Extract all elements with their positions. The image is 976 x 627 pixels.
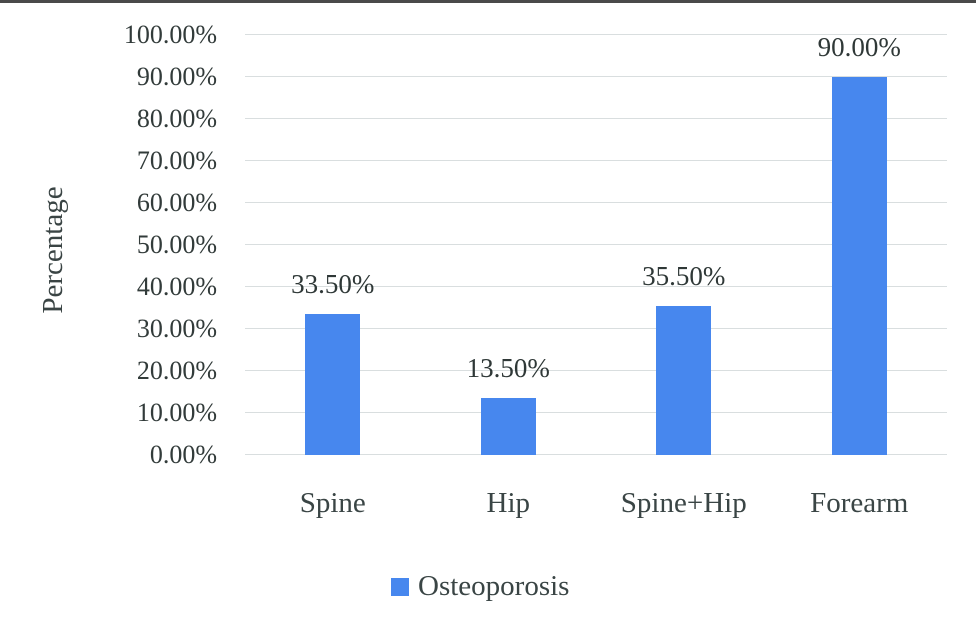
bar-spine-hip (656, 305, 712, 455)
gridline (245, 370, 947, 371)
y-tick-label: 30.00% (136, 314, 217, 343)
y-tick-label: 70.00% (136, 146, 217, 175)
legend-swatch-icon (391, 577, 409, 596)
y-axis-tick-labels: 0.00% 10.00% 20.00% 30.00% 40.00% 50.00% 60.00… (55, 3, 217, 503)
bar-spine (305, 314, 361, 455)
x-category-label: Forearm (810, 487, 909, 519)
bar-forearm (831, 77, 887, 455)
gridline (245, 412, 947, 413)
y-tick-label: 50.00% (136, 230, 217, 259)
gridline (245, 244, 947, 245)
y-tick-label: 80.00% (136, 104, 217, 133)
plot-area: 33.50% 13.50% 35.50% 90.00% (245, 32, 947, 455)
y-tick-label: 60.00% (136, 188, 217, 217)
x-category-label: Spine (299, 487, 366, 519)
bar-hip (480, 398, 536, 455)
gridline (245, 286, 947, 287)
gridline (245, 202, 947, 203)
gridline (245, 118, 947, 119)
y-tick-label: 20.00% (136, 356, 217, 385)
y-tick-label: 90.00% (136, 62, 217, 91)
bar-value-label: 90.00% (817, 32, 901, 62)
x-axis-category-labels: Spine Hip Spine+Hip Forearm (245, 487, 947, 520)
gridline (245, 160, 947, 161)
x-category-label: Spine+Hip (620, 487, 747, 519)
y-tick-label: 100.00% (123, 20, 217, 49)
legend-label: Osteoporosis (418, 570, 570, 602)
y-tick-label: 40.00% (136, 272, 217, 301)
x-category-label: Hip (486, 487, 531, 519)
gridline (245, 34, 947, 35)
y-tick-label: 0.00% (149, 440, 217, 469)
gridline (245, 328, 947, 329)
bar-value-label: 35.50% (642, 260, 726, 291)
bar-value-label: 33.50% (291, 269, 375, 300)
gridline (245, 76, 947, 77)
y-tick-label: 10.00% (136, 398, 217, 427)
bar-value-label: 13.50% (466, 353, 550, 384)
gridline (245, 454, 947, 455)
legend: Osteoporosis (391, 570, 569, 603)
